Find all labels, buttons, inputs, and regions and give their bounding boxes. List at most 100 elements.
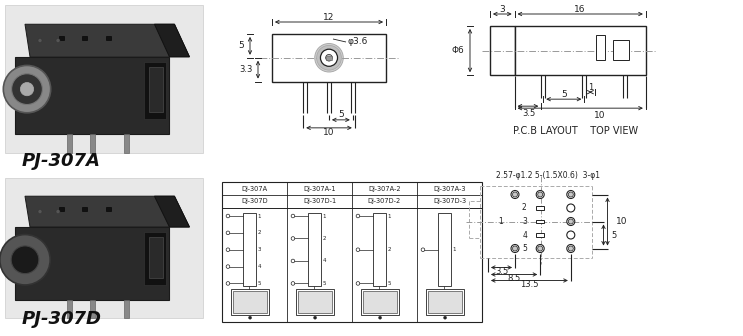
Circle shape (356, 248, 360, 252)
Bar (59, 36, 64, 40)
Text: 5: 5 (338, 110, 344, 119)
Bar (536, 220, 544, 223)
Circle shape (356, 282, 360, 285)
Circle shape (249, 316, 252, 319)
Bar (144, 232, 166, 285)
Text: DJ-307D: DJ-307D (241, 199, 267, 205)
Text: PJ-307D: PJ-307D (22, 310, 102, 328)
Text: 10: 10 (323, 128, 335, 137)
Bar (149, 237, 163, 278)
Circle shape (38, 39, 42, 43)
Circle shape (379, 316, 382, 319)
Polygon shape (25, 196, 189, 227)
Circle shape (226, 248, 230, 252)
Circle shape (320, 49, 337, 66)
Text: 2: 2 (521, 204, 526, 212)
Bar (67, 300, 72, 318)
Text: 2: 2 (388, 247, 391, 252)
Text: φ3.6: φ3.6 (347, 38, 367, 46)
Text: 5: 5 (258, 281, 262, 286)
Circle shape (567, 191, 575, 199)
Bar (124, 300, 129, 318)
Circle shape (325, 54, 332, 61)
Bar (15, 57, 169, 134)
Bar (82, 207, 88, 211)
Circle shape (38, 210, 42, 214)
Text: 5: 5 (239, 41, 244, 50)
Text: 1: 1 (499, 217, 503, 226)
Circle shape (567, 245, 575, 252)
Text: 2: 2 (258, 230, 262, 235)
Text: DJ-307D-1: DJ-307D-1 (303, 199, 336, 205)
Text: 4: 4 (322, 258, 326, 263)
Text: 2.57-φ1.2 5-(1.5X0.6)  3-φ1: 2.57-φ1.2 5-(1.5X0.6) 3-φ1 (496, 171, 600, 180)
Circle shape (567, 204, 575, 212)
Text: 1: 1 (452, 247, 456, 252)
Text: 3: 3 (258, 247, 262, 252)
Text: 8.5: 8.5 (507, 274, 521, 283)
Bar (82, 36, 88, 40)
Circle shape (421, 248, 425, 252)
Text: P.C.B LAYOUT    TOP VIEW: P.C.B LAYOUT TOP VIEW (513, 126, 637, 136)
Bar (5, 178, 203, 318)
Text: 1: 1 (388, 213, 391, 218)
Text: 13.5: 13.5 (520, 280, 539, 289)
Circle shape (226, 231, 230, 235)
Text: DJ-307D-3: DJ-307D-3 (433, 199, 466, 205)
Circle shape (536, 245, 544, 252)
Circle shape (314, 316, 317, 319)
Bar (428, 291, 462, 313)
Bar (613, 40, 629, 60)
Text: 1: 1 (322, 213, 326, 218)
Circle shape (291, 237, 295, 240)
Bar (231, 289, 269, 315)
Text: 5: 5 (322, 281, 326, 286)
Text: 12: 12 (323, 12, 334, 22)
Bar (438, 213, 451, 286)
Circle shape (226, 282, 230, 285)
Circle shape (444, 316, 447, 319)
Circle shape (567, 217, 575, 225)
Circle shape (226, 265, 230, 268)
Text: 5: 5 (522, 244, 528, 253)
Bar (515, 26, 646, 75)
Bar (326, 56, 332, 60)
Text: 4: 4 (522, 230, 528, 240)
Circle shape (0, 235, 51, 285)
Text: Φ6: Φ6 (451, 46, 464, 55)
Bar (308, 213, 321, 286)
Polygon shape (155, 196, 189, 227)
Bar (149, 67, 163, 112)
Text: 1: 1 (588, 83, 593, 92)
Circle shape (567, 231, 575, 239)
Circle shape (511, 191, 519, 199)
Circle shape (568, 219, 574, 224)
Bar (124, 134, 129, 153)
Bar (90, 134, 95, 153)
Bar (67, 134, 72, 153)
Circle shape (538, 192, 542, 197)
Circle shape (317, 45, 341, 70)
Text: DJ-307A-3: DJ-307A-3 (433, 185, 466, 192)
Bar (144, 62, 166, 119)
Circle shape (513, 246, 518, 251)
Text: 5: 5 (561, 90, 567, 99)
Text: DJ-307D-2: DJ-307D-2 (368, 199, 401, 205)
Text: DJ-307A: DJ-307A (241, 185, 267, 192)
Text: 4: 4 (258, 264, 262, 269)
Text: 1: 1 (258, 213, 262, 218)
Polygon shape (25, 24, 189, 57)
Bar (296, 289, 334, 315)
Bar (243, 213, 256, 286)
Text: DJ-307A-1: DJ-307A-1 (303, 185, 336, 192)
Text: 3.3: 3.3 (240, 65, 253, 74)
Circle shape (315, 43, 343, 72)
Bar (106, 207, 111, 211)
Circle shape (568, 192, 574, 197)
Circle shape (291, 214, 295, 218)
Bar (298, 291, 332, 313)
Circle shape (536, 191, 544, 199)
Bar (536, 206, 544, 210)
Bar (59, 207, 64, 211)
Text: 3: 3 (499, 4, 505, 13)
